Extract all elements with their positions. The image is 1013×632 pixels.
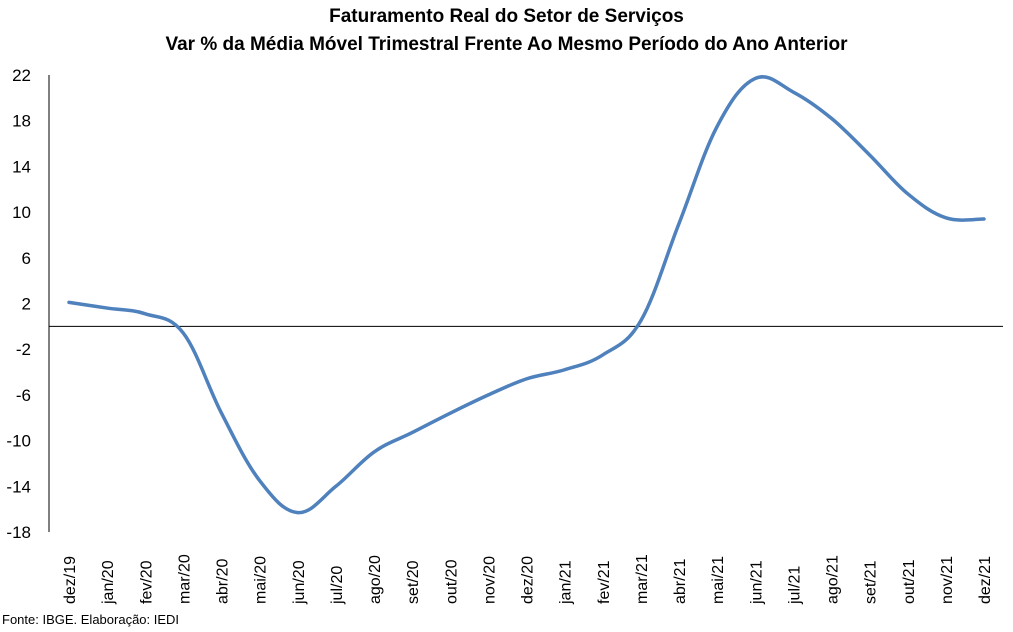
- x-tick-label: mar/20: [176, 554, 193, 604]
- series-line: [67, 75, 986, 515]
- y-tick-label: 22: [12, 66, 31, 85]
- y-tick-label: -6: [16, 386, 31, 405]
- x-tick-label: out/20: [443, 559, 460, 604]
- x-tick-label: out/21: [901, 559, 918, 604]
- y-tick-label: 18: [12, 112, 31, 131]
- series-group: [67, 75, 986, 515]
- x-tick-label: jan/20: [100, 560, 117, 605]
- x-tick-label: set/21: [863, 560, 880, 604]
- x-tick-label: abr/21: [672, 559, 689, 604]
- x-tick-label: jul/21: [786, 566, 803, 605]
- y-tick-labels: 22 18 14 10 6 2 -2 -6 -10 -14 -18: [6, 66, 31, 542]
- x-tick-label: mai/21: [710, 556, 727, 604]
- x-tick-label: mar/21: [634, 554, 651, 604]
- x-tick-label: dez/20: [520, 556, 537, 604]
- x-tick-label: jan/21: [558, 560, 575, 605]
- y-tick-label: 6: [22, 249, 31, 268]
- x-tick-label: set/20: [405, 560, 422, 604]
- x-tick-label: ago/20: [367, 555, 384, 604]
- y-tick-label: -14: [6, 477, 31, 496]
- y-tick-label: -2: [16, 340, 31, 359]
- x-tick-label: dez/19: [62, 556, 79, 604]
- source-note: Fonte: IBGE. Elaboração: IEDI: [2, 612, 180, 627]
- y-tick-label: 10: [12, 203, 31, 222]
- x-tick-label: fev/20: [138, 560, 155, 604]
- x-tick-label: abr/20: [215, 559, 232, 604]
- chart-title: Faturamento Real do Setor de Serviços: [329, 6, 684, 27]
- x-tick-label: jul/20: [329, 566, 346, 605]
- x-tick-label: dez/21: [977, 556, 994, 604]
- x-tick-label: jun/21: [748, 560, 765, 605]
- y-tick-label: 14: [12, 157, 31, 176]
- x-tick-label: fev/21: [596, 560, 613, 604]
- x-tick-label: nov/21: [939, 556, 956, 604]
- y-tick-label: 2: [22, 295, 31, 314]
- y-tick-label: -18: [6, 523, 31, 542]
- chart-subtitle: Var % da Média Móvel Trimestral Frente A…: [165, 34, 848, 55]
- x-tick-labels: dez/19 jan/20 fev/20 mar/20 abr/20 mai/20 jun/…: [62, 554, 994, 605]
- x-tick-label: nov/20: [481, 556, 498, 604]
- x-tick-label: ago/21: [825, 555, 842, 604]
- x-tick-label: mai/20: [253, 556, 270, 604]
- x-tick-label: jun/20: [291, 560, 308, 605]
- y-tick-label: -10: [6, 432, 31, 451]
